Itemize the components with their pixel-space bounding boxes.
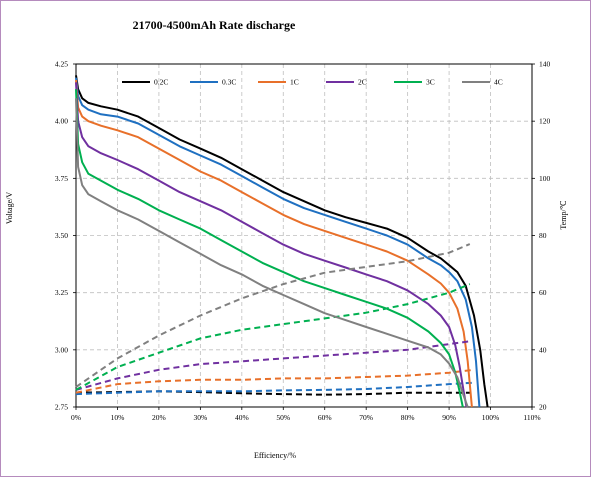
axes [73,63,535,410]
y-left-tick-label: 3.75 [55,174,68,183]
legend-label-4c: 4C [494,78,503,87]
legend-label-1c: 1C [290,78,299,87]
x-tick-label: 60% [318,413,332,422]
x-tick-label: 110% [523,413,540,422]
legend-label-0-2c: 0.2C [154,78,168,87]
x-tick-label: 10% [111,413,125,422]
legend: 0.2C 0.3C 1C 2C 3C 4C [122,78,503,87]
y-right-tick-label: 80 [539,231,547,240]
temp-line-1c [75,368,475,394]
y-left-tick-labels: 2.75 3.00 3.25 3.50 3.75 4.00 4.25 [55,60,68,412]
x-tick-label: 80% [401,413,415,422]
y-right-tick-label: 140 [539,60,551,69]
y-right-axis-label: Temp/℃ [559,200,568,229]
temp-line-0-3c [75,381,475,396]
voltage-line-0-3c [75,77,481,408]
y-left-tick-label: 2.75 [55,403,68,412]
y-left-tick-label: 4.00 [55,117,68,126]
voltage-line-2c [75,82,468,408]
legend-label-0-3c: 0.3C [222,78,236,87]
x-tick-label: 100% [482,413,500,422]
x-tick-label: 20% [152,413,166,422]
chart-title: 21700-4500mAh Rate discharge [133,18,296,32]
voltage-line-3c [75,89,464,408]
x-tick-label: 30% [193,413,207,422]
series-lines [75,75,489,408]
y-right-tick-label: 40 [539,345,547,354]
y-right-tick-labels: 20 40 60 80 100 120 140 [539,60,551,412]
x-tick-label: 50% [276,413,290,422]
y-right-tick-label: 120 [539,117,551,126]
temp-line-2c [75,340,470,391]
y-left-tick-label: 3.50 [55,231,68,240]
y-right-tick-label: 60 [539,288,547,297]
legend-label-2c: 2C [358,78,367,87]
y-left-tick-label: 4.25 [55,60,68,69]
x-axis-label: Efficiency/% [254,451,296,460]
voltage-line-1c [75,79,473,408]
voltage-line-4c [75,98,469,408]
x-tick-label: 90% [442,413,456,422]
x-tick-label: 70% [359,413,373,422]
temp-line-0-2c [75,390,470,396]
legend-label-3c: 3C [426,78,435,87]
grid [76,63,533,407]
y-right-tick-label: 20 [539,403,547,412]
y-left-axis-label: Voltage/V [5,192,14,225]
voltage-line-0-2c [75,75,489,408]
y-right-tick-label: 100 [539,174,551,183]
x-tick-labels: 0% 10% 20% 30% 40% 50% 60% 70% 80% 90% 100% 110% [71,413,541,422]
x-tick-label: 0% [71,413,81,422]
y-left-tick-label: 3.25 [55,288,68,297]
temp-line-4c [75,243,471,388]
y-left-tick-label: 3.00 [55,345,68,354]
x-tick-label: 40% [235,413,249,422]
